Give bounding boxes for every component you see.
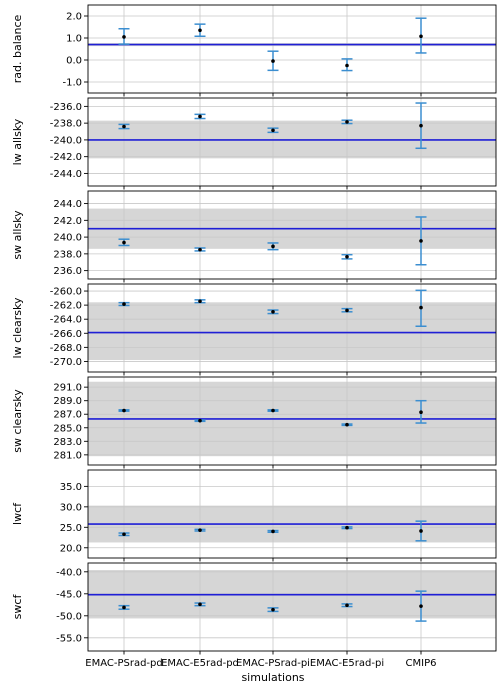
y-axis-label: swcf <box>11 594 24 620</box>
data-point <box>198 418 202 423</box>
data-point <box>271 529 275 534</box>
panel-frame <box>87 376 497 466</box>
y-tick-label: 2.0 <box>66 12 82 23</box>
data-point <box>345 120 349 124</box>
panel-frame <box>87 283 497 373</box>
data-point <box>419 604 423 608</box>
data-point <box>345 525 349 530</box>
data-point <box>419 123 423 128</box>
y-tick-label: -45.0 <box>56 589 82 600</box>
y-tick-label: -236.0 <box>50 102 82 113</box>
y-tick-label: 291.0 <box>53 383 82 394</box>
data-point <box>198 528 202 532</box>
x-axis-label: simulations <box>241 671 304 684</box>
y-tick-label: -238.0 <box>50 119 82 130</box>
y-tick-label: -264.0 <box>50 315 82 326</box>
y-tick-label: 20.0 <box>60 543 82 554</box>
x-tick-label: CMIP6 <box>406 658 437 669</box>
data-point <box>271 244 275 249</box>
data-point <box>271 310 275 314</box>
y-tick-label: -1.0 <box>62 78 82 89</box>
panel-frame <box>87 4 497 94</box>
y-tick-label: -244.0 <box>50 169 82 180</box>
y-tick-label: -270.0 <box>50 357 82 368</box>
panel-frame <box>87 562 497 652</box>
y-tick-label: -50.0 <box>56 611 82 622</box>
data-point <box>122 408 126 413</box>
y-tick-label: 244.0 <box>53 199 82 210</box>
panel-frame <box>87 97 497 187</box>
y-axis-label: lw clearsky <box>11 297 24 358</box>
y-axis-label: sw clearsky <box>11 389 24 453</box>
y-tick-label: -268.0 <box>50 343 82 354</box>
data-point <box>419 410 423 415</box>
data-point <box>419 305 423 310</box>
data-point <box>198 602 202 607</box>
y-axis-label: lwcf <box>11 502 24 525</box>
data-point <box>345 603 349 608</box>
data-point <box>122 532 126 537</box>
y-axis-label: rad. balance <box>11 14 24 83</box>
data-point <box>198 114 202 119</box>
y-tick-label: 30.0 <box>60 502 82 513</box>
y-tick-label: 236.0 <box>53 266 82 277</box>
y-tick-label: 35.0 <box>60 482 82 493</box>
data-point <box>122 240 126 245</box>
data-point <box>122 302 126 306</box>
reference-band <box>88 302 496 361</box>
data-point <box>122 124 126 129</box>
y-axis-label: sw allsky <box>11 210 24 260</box>
data-point <box>345 308 349 313</box>
data-point <box>198 299 202 304</box>
data-point <box>122 605 126 610</box>
data-point <box>271 59 275 63</box>
data-point <box>419 239 423 243</box>
y-tick-label: -266.0 <box>50 329 82 340</box>
data-point <box>419 34 423 39</box>
y-tick-label: -242.0 <box>50 152 82 163</box>
panel-frame <box>87 469 497 559</box>
y-tick-label: 242.0 <box>53 216 82 227</box>
panel-frame <box>87 190 497 280</box>
y-tick-label: -260.0 <box>50 287 82 298</box>
data-point <box>419 529 423 533</box>
data-point <box>198 28 202 33</box>
y-tick-label: -240.0 <box>50 135 82 146</box>
y-tick-label: 240.0 <box>53 233 82 244</box>
data-point <box>198 247 202 252</box>
y-tick-label: 25.0 <box>60 523 82 534</box>
data-point <box>345 254 349 259</box>
x-tick-label: EMAC-E5rad-pd <box>161 658 239 669</box>
y-tick-label: 287.0 <box>53 410 82 421</box>
data-point <box>271 607 275 612</box>
y-tick-label: 1.0 <box>66 34 82 45</box>
y-tick-label: 285.0 <box>53 423 82 434</box>
data-point <box>271 128 275 133</box>
y-tick-label: -262.0 <box>50 301 82 312</box>
data-point <box>345 422 349 427</box>
y-tick-label: -55.0 <box>56 633 82 644</box>
y-tick-label: 289.0 <box>53 396 82 407</box>
x-tick-label: EMAC-E5rad-pi <box>310 658 384 669</box>
y-tick-label: 238.0 <box>53 249 82 260</box>
y-tick-label: 283.0 <box>53 437 82 448</box>
y-tick-label: 0.0 <box>66 56 82 67</box>
y-tick-label: 281.0 <box>53 450 82 461</box>
data-point <box>345 63 349 68</box>
x-tick-label: EMAC-PSrad-pd <box>85 658 162 669</box>
x-tick-label: EMAC-PSrad-pi <box>236 658 310 669</box>
data-point <box>122 35 126 39</box>
data-point <box>271 408 275 413</box>
y-axis-label: lw allsky <box>11 118 24 165</box>
y-tick-label: -40.0 <box>56 567 82 578</box>
